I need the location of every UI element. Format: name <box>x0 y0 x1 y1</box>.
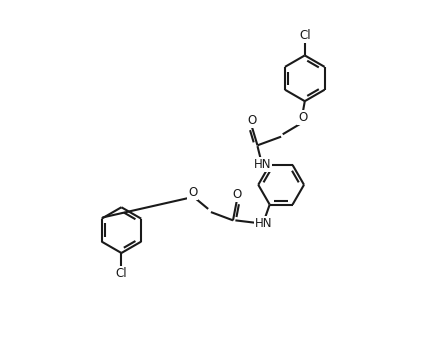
Text: HN: HN <box>255 217 272 230</box>
Text: O: O <box>298 111 308 124</box>
Text: O: O <box>247 114 256 127</box>
Text: HN: HN <box>253 158 271 171</box>
Text: O: O <box>188 186 198 199</box>
Text: Cl: Cl <box>116 267 127 280</box>
Text: Cl: Cl <box>299 29 311 42</box>
Text: O: O <box>232 188 242 201</box>
